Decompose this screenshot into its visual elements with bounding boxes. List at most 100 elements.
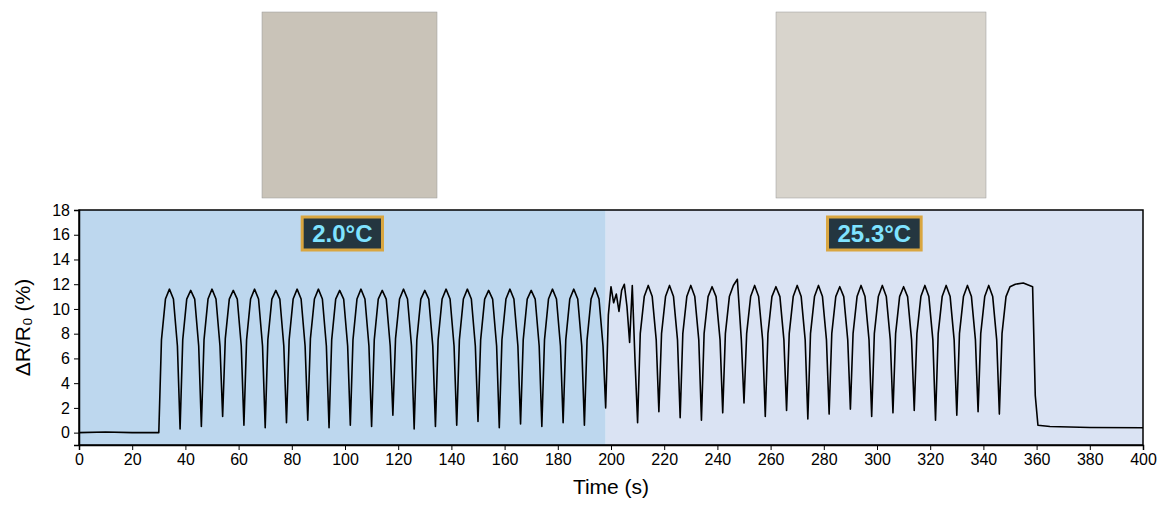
y-tick-mark — [74, 284, 79, 285]
x-tick: 180 — [545, 445, 572, 468]
x-tick-label: 160 — [492, 451, 519, 468]
x-tick: 320 — [917, 445, 944, 468]
y-tick-mark — [74, 334, 79, 335]
x-tick: 160 — [492, 445, 519, 468]
region-label: 2.0°C — [312, 220, 372, 247]
x-tick-mark — [717, 445, 718, 450]
y-tick: 0 — [61, 424, 79, 441]
y-tick: 8 — [61, 325, 79, 342]
x-tick-label: 320 — [917, 451, 944, 468]
x-tick-mark — [505, 445, 506, 450]
x-tick: 340 — [971, 445, 998, 468]
x-tick-mark — [558, 445, 559, 450]
x-tick: 380 — [1077, 445, 1104, 468]
temperature-display: 2.0°C — [302, 217, 382, 250]
x-tick-label: 300 — [864, 451, 891, 468]
y-axis: 0 2 4 6 8 10 12 14 16 18 — [52, 202, 79, 446]
y-tick-mark — [74, 408, 79, 409]
x-tick-mark — [132, 445, 133, 450]
x-tick-label: 200 — [598, 451, 625, 468]
region-label: 25.3°C — [838, 220, 912, 247]
x-tick-mark — [185, 445, 186, 450]
x-tick-mark — [292, 445, 293, 450]
x-tick: 140 — [439, 445, 466, 468]
y-tick-mark — [74, 235, 79, 236]
x-tick-label: 0 — [75, 451, 84, 468]
x-tick: 400 — [1130, 445, 1157, 468]
x-tick: 0 — [75, 445, 84, 468]
y-tick-label: 4 — [61, 375, 70, 392]
x-tick-label: 80 — [283, 451, 301, 468]
x-axis-title: Time (s) — [573, 475, 649, 498]
x-tick-label: 60 — [230, 451, 248, 468]
display-background — [302, 217, 382, 250]
y-tick-mark — [74, 259, 79, 260]
x-tick-mark — [983, 445, 984, 450]
y-tick-mark — [74, 383, 79, 384]
x-tick-label: 120 — [385, 451, 412, 468]
x-tick-label: 280 — [811, 451, 838, 468]
x-tick: 100 — [332, 445, 359, 468]
display-background — [828, 217, 922, 250]
x-tick-label: 340 — [971, 451, 998, 468]
y-tick-mark — [74, 358, 79, 359]
x-tick-mark — [611, 445, 612, 450]
x-tick-label: 20 — [124, 451, 142, 468]
y-tick-mark — [74, 210, 79, 211]
x-tick-mark — [664, 445, 665, 450]
x-tick-label: 140 — [439, 451, 466, 468]
y-tick-label: 18 — [52, 202, 70, 219]
y-axis-title: ΔR/R₀ (%) — [11, 279, 34, 376]
y-tick-label: 16 — [52, 226, 70, 243]
x-tick-label: 360 — [1024, 451, 1051, 468]
x-tick: 20 — [124, 445, 142, 468]
x-tick: 40 — [177, 445, 195, 468]
x-tick-mark — [1037, 445, 1038, 450]
plot-area — [79, 210, 1143, 445]
x-tick-label: 260 — [758, 451, 785, 468]
x-tick: 60 — [230, 445, 248, 468]
x-tick: 220 — [651, 445, 678, 468]
y-tick: 14 — [52, 251, 79, 268]
x-tick: 280 — [811, 445, 838, 468]
x-tick: 240 — [705, 445, 732, 468]
y-tick-mark — [74, 433, 79, 434]
photo-placeholder — [262, 12, 437, 198]
x-tick-mark — [824, 445, 825, 450]
temperature-display: 25.3°C — [828, 217, 922, 250]
x-tick-mark — [1143, 445, 1144, 450]
y-tick-label: 0 — [61, 424, 70, 441]
x-tick-mark — [398, 445, 399, 450]
x-tick-mark — [877, 445, 878, 450]
x-tick-label: 240 — [705, 451, 732, 468]
y-tick-label: 12 — [52, 276, 70, 293]
x-tick-mark — [451, 445, 452, 450]
y-tick: 2 — [61, 400, 79, 417]
plot-frame — [79, 210, 1143, 445]
photo-placeholder — [776, 12, 986, 198]
y-tick: 18 — [52, 202, 79, 219]
x-tick: 200 — [598, 445, 625, 468]
x-tick: 360 — [1024, 445, 1051, 468]
y-tick-label: 14 — [52, 251, 70, 268]
y-tick-label: 8 — [61, 325, 70, 342]
x-tick-label: 220 — [651, 451, 678, 468]
y-tick: 12 — [52, 276, 79, 293]
y-tick: 6 — [61, 350, 79, 367]
y-axis-line — [74, 211, 80, 446]
x-tick: 80 — [283, 445, 301, 468]
y-tick: 16 — [52, 226, 79, 243]
x-axis-line — [80, 446, 1144, 451]
x-tick: 260 — [758, 445, 785, 468]
shaded-region — [79, 210, 606, 445]
chart: 2.0°C25.3°C02040608010012014016018020022… — [0, 0, 1165, 506]
x-tick-label: 100 — [332, 451, 359, 468]
x-tick-mark — [930, 445, 931, 450]
y-tick: 10 — [52, 301, 79, 318]
x-tick-mark — [239, 445, 240, 450]
x-tick-label: 380 — [1077, 451, 1104, 468]
y-tick: 4 — [61, 375, 79, 392]
x-tick-label: 180 — [545, 451, 572, 468]
x-tick-label: 40 — [177, 451, 195, 468]
y-tick-mark — [74, 309, 79, 310]
